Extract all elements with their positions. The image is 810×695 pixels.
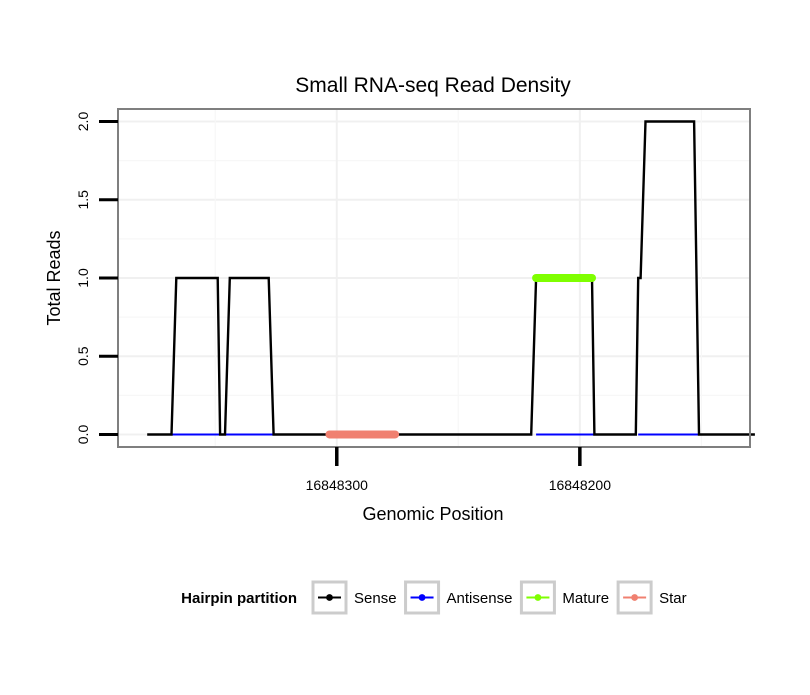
legend-entries: Sense Antisense Mature Star <box>311 580 687 615</box>
legend-key-dot <box>534 594 542 601</box>
chart-title: Small RNA-seq Read Density <box>295 74 571 97</box>
legend-label-star: Star <box>659 590 687 607</box>
legend-label-mature: Mature <box>562 590 609 607</box>
y-axis: 0.0 0.5 1.0 1.5 2.0 <box>75 112 118 445</box>
y-tick-label: 2.0 <box>75 112 91 132</box>
legend-title: Hairpin partition <box>181 590 297 607</box>
y-tick-label: 0.0 <box>75 425 91 445</box>
x-tick-label: 16848300 <box>306 477 369 493</box>
legend: Hairpin partition Sense Antisense Mature St… <box>181 580 687 615</box>
legend-key-dot <box>418 594 426 601</box>
legend-key-dot <box>631 594 639 601</box>
legend-key-dot <box>326 594 333 601</box>
y-tick-label: 1.0 <box>75 268 91 288</box>
y-axis-label: Total Reads <box>44 230 64 325</box>
series-layer <box>147 120 755 439</box>
x-axis: 16848300 16848200 <box>306 447 612 493</box>
y-tick-label: 0.5 <box>75 346 91 366</box>
legend-label-sense: Sense <box>354 590 397 607</box>
sense-line <box>147 120 755 436</box>
y-tick-label: 1.5 <box>75 190 91 210</box>
x-tick-label: 16848200 <box>549 477 612 493</box>
legend-label-antisense: Antisense <box>447 590 513 607</box>
x-axis-label: Genomic Position <box>362 504 503 524</box>
